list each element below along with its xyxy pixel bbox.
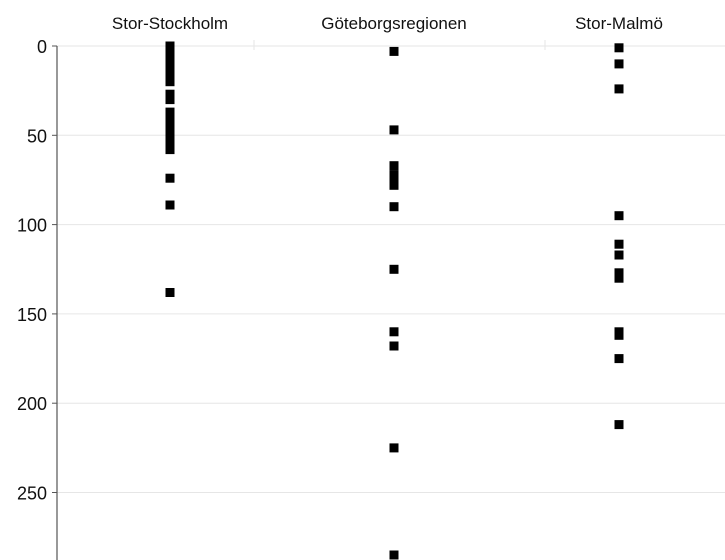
data-point	[165, 107, 175, 117]
data-point	[165, 89, 175, 99]
data-point	[165, 45, 175, 55]
data-points	[165, 41, 624, 560]
y-tick-labels: 0 50 100 150 200 250	[17, 37, 47, 504]
data-point	[389, 443, 399, 453]
data-point	[389, 46, 399, 56]
data-point	[614, 211, 624, 221]
data-point	[389, 170, 399, 180]
data-point	[614, 59, 624, 69]
data-point	[165, 61, 175, 71]
category-label: Göteborgsregionen	[321, 14, 467, 33]
y-tick-label: 150	[17, 305, 47, 325]
data-point	[165, 118, 175, 128]
category-label: Stor-Malmö	[575, 14, 663, 33]
y-tick-label: 250	[17, 484, 47, 504]
data-point	[389, 202, 399, 212]
y-axis	[52, 45, 725, 560]
data-point	[614, 43, 624, 53]
data-point	[389, 327, 399, 337]
data-point	[165, 288, 175, 297]
data-point	[614, 273, 624, 283]
y-tick-label: 200	[17, 394, 47, 414]
data-point	[165, 139, 175, 149]
data-point	[614, 250, 624, 260]
data-point	[614, 420, 624, 430]
y-tick-label: 100	[17, 216, 47, 236]
data-point	[165, 145, 175, 155]
data-point	[614, 268, 624, 278]
data-point	[165, 50, 175, 60]
data-point	[165, 112, 175, 122]
data-point	[389, 175, 399, 185]
data-point	[165, 123, 175, 133]
data-point	[165, 173, 175, 183]
data-point	[614, 84, 624, 94]
category-labels: Stor-Stockholm Göteborgsregionen Stor-Malm…	[112, 14, 663, 33]
data-point	[165, 129, 175, 138]
data-point	[614, 330, 624, 340]
data-point	[165, 66, 175, 76]
data-point	[614, 239, 624, 249]
data-point	[614, 354, 624, 364]
data-point	[165, 200, 175, 210]
data-point	[389, 180, 399, 190]
data-point	[389, 161, 399, 171]
y-tick-label: 50	[27, 126, 47, 146]
data-point	[165, 134, 175, 144]
data-point	[389, 264, 399, 274]
data-point	[389, 550, 399, 560]
data-point	[389, 125, 399, 135]
y-tick-label: 0	[37, 37, 47, 57]
data-point	[389, 341, 399, 351]
data-point	[165, 77, 175, 87]
data-point	[165, 71, 175, 81]
data-point	[165, 95, 175, 105]
data-point	[165, 55, 175, 65]
category-label: Stor-Stockholm	[112, 14, 228, 33]
